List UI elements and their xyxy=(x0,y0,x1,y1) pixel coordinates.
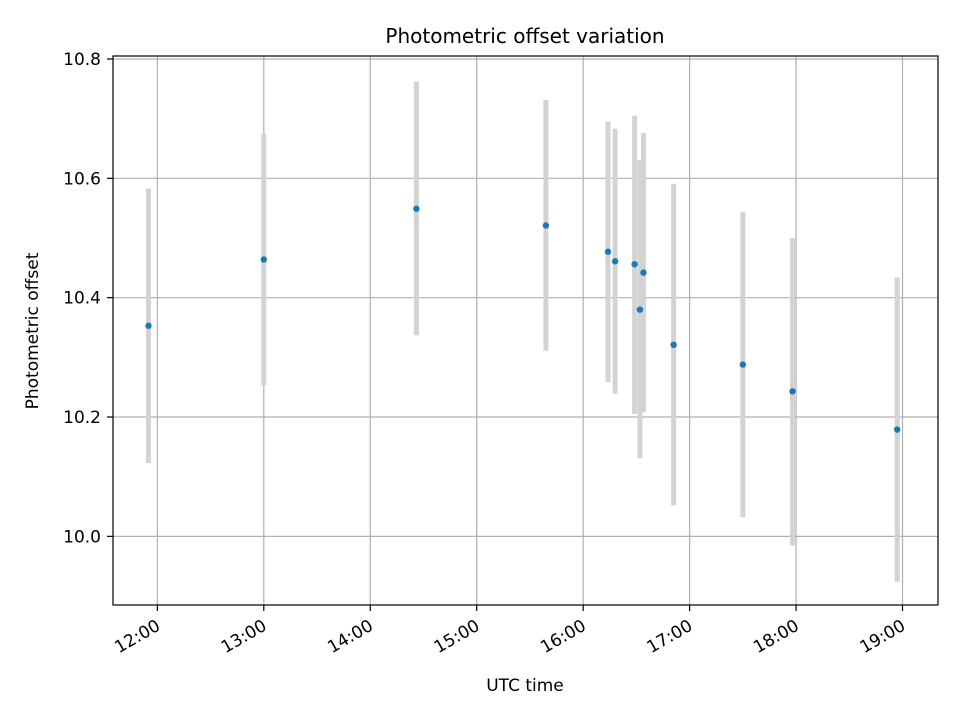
y-tick-label: 10.0 xyxy=(63,527,101,547)
data-point xyxy=(413,205,420,212)
data-point xyxy=(542,222,550,229)
y-axis: 10.0 10.2 10.4 10.6 10.8 xyxy=(63,50,113,547)
data-point xyxy=(611,258,619,265)
data-points xyxy=(145,205,901,433)
data-point xyxy=(670,341,677,349)
data-point xyxy=(789,388,796,395)
data-point xyxy=(631,261,638,268)
data-point xyxy=(739,361,747,368)
y-tick-label: 10.8 xyxy=(63,50,101,70)
data-point xyxy=(604,248,612,255)
data-point xyxy=(636,306,644,313)
chart-title: Photometric offset variation xyxy=(385,24,664,48)
data-point xyxy=(260,256,268,263)
data-point xyxy=(640,269,647,276)
y-tick-label: 10.4 xyxy=(63,289,101,309)
plot-area-frame xyxy=(112,55,939,606)
data-point xyxy=(893,426,901,433)
grid xyxy=(113,56,938,605)
x-axis-title: UTC time xyxy=(486,676,564,696)
y-axis-title: Photometric offset xyxy=(23,252,43,409)
data-point xyxy=(145,322,152,329)
y-tick-label: 10.2 xyxy=(63,408,101,428)
y-tick-label: 10.6 xyxy=(63,169,101,189)
